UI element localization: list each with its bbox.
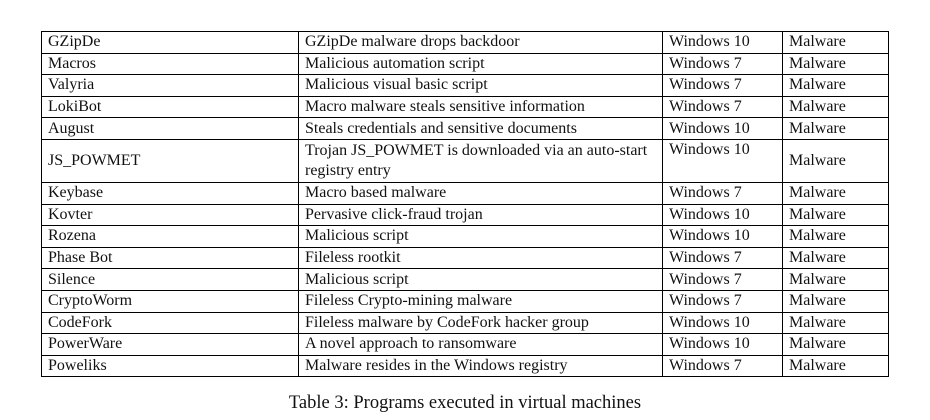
- type-cell: Malware: [782, 268, 889, 291]
- description-cell: Fileless malware by CodeFork hacker grou…: [298, 311, 663, 335]
- description-cell: Malicious visual basic script: [298, 74, 663, 97]
- program-name-cell: GZipDe: [41, 31, 299, 54]
- programs-table: GZipDe GZipDe malware drops backdoor Win…: [41, 31, 889, 378]
- os-cell: Windows 7: [662, 268, 783, 291]
- description-cell: Trojan JS_POWMET is downloaded via an au…: [298, 138, 663, 183]
- program-name-cell: Keybase: [41, 181, 299, 205]
- table-row: Rozena Malicious script Windows 10 Malwa…: [41, 225, 889, 248]
- os-cell: Windows 7: [662, 52, 783, 76]
- description-cell: GZipDe malware drops backdoor: [298, 31, 663, 54]
- os-cell: Windows 10: [662, 333, 783, 356]
- type-cell: Malware: [782, 31, 889, 54]
- description-cell: Macro based malware: [298, 181, 663, 205]
- table-row: GZipDe GZipDe malware drops backdoor Win…: [41, 31, 889, 54]
- table-row: PowerWare A novel approach to ransomware…: [41, 333, 889, 356]
- type-cell: Malware: [782, 52, 889, 76]
- os-cell: Windows 10: [662, 225, 783, 248]
- table-caption: Table 3: Programs executed in virtual ma…: [288, 393, 642, 413]
- type-cell: Malware: [782, 354, 889, 378]
- description-cell: Fileless Crypto-mining malware: [298, 289, 663, 313]
- program-name-cell: LokiBot: [41, 95, 299, 119]
- type-cell: Malware: [782, 246, 889, 270]
- program-name-cell: Phase Bot: [41, 246, 299, 270]
- description-cell: Macro malware steals sensitive informati…: [298, 95, 663, 119]
- os-cell: Windows 10: [662, 117, 783, 140]
- program-name-cell: Valyria: [41, 74, 299, 97]
- description-cell: Fileless rootkit: [298, 246, 663, 270]
- programs-table-body: GZipDe GZipDe malware drops backdoor Win…: [41, 31, 889, 378]
- table-row: CodeFork Fileless malware by CodeFork ha…: [41, 311, 889, 335]
- program-name-cell: Poweliks: [41, 354, 299, 378]
- type-cell: Malware: [782, 333, 889, 356]
- table-row: Phase Bot Fileless rootkit Windows 7 Mal…: [41, 246, 889, 270]
- os-cell: Windows 10: [662, 138, 783, 183]
- os-cell: Windows 7: [662, 181, 783, 205]
- type-cell: Malware: [782, 203, 889, 227]
- description-cell: Malicious automation script: [298, 52, 663, 76]
- type-cell: Malware: [782, 181, 889, 205]
- table-row: Keybase Macro based malware Windows 7 Ma…: [41, 181, 889, 205]
- type-cell: Malware: [782, 311, 889, 335]
- program-name-cell: JS_POWMET: [41, 138, 299, 183]
- table-row: CryptoWorm Fileless Crypto-mining malwar…: [41, 289, 889, 313]
- program-name-cell: Kovter: [41, 203, 299, 227]
- description-cell: Malicious script: [298, 225, 663, 248]
- description-cell: Malware resides in the Windows registry: [298, 354, 663, 378]
- table-row: Macros Malicious automation script Windo…: [41, 52, 889, 76]
- type-cell: Malware: [782, 74, 889, 97]
- table-row: LokiBot Macro malware steals sensitive i…: [41, 95, 889, 119]
- program-name-cell: Rozena: [41, 225, 299, 248]
- program-name-cell: PowerWare: [41, 333, 299, 356]
- os-cell: Windows 10: [662, 203, 783, 227]
- os-cell: Windows 10: [662, 311, 783, 335]
- program-name-cell: August: [41, 117, 299, 140]
- table-row: JS_POWMET Trojan JS_POWMET is downloaded…: [41, 138, 889, 183]
- program-name-cell: CodeFork: [41, 311, 299, 335]
- description-cell: A novel approach to ransomware: [298, 333, 663, 356]
- type-cell: Malware: [782, 225, 889, 248]
- description-cell: Malicious script: [298, 268, 663, 291]
- table-row: Poweliks Malware resides in the Windows …: [41, 354, 889, 378]
- type-cell: Malware: [782, 289, 889, 313]
- table-row: August Steals credentials and sensitive …: [41, 117, 889, 140]
- type-cell: Malware: [782, 95, 889, 119]
- program-name-cell: CryptoWorm: [41, 289, 299, 313]
- os-cell: Windows 7: [662, 95, 783, 119]
- table-row: Kovter Pervasive click-fraud trojan Wind…: [41, 203, 889, 227]
- description-cell: Steals credentials and sensitive documen…: [298, 117, 663, 140]
- type-cell: Malware: [782, 138, 889, 183]
- program-name-cell: Macros: [41, 52, 299, 76]
- os-cell: Windows 7: [662, 289, 783, 313]
- os-cell: Windows 7: [662, 74, 783, 97]
- os-cell: Windows 7: [662, 354, 783, 378]
- description-cell: Pervasive click-fraud trojan: [298, 203, 663, 227]
- program-name-cell: Silence: [41, 268, 299, 291]
- os-cell: Windows 7: [662, 246, 783, 270]
- table-row: Silence Malicious script Windows 7 Malwa…: [41, 268, 889, 291]
- table-row: Valyria Malicious visual basic script Wi…: [41, 74, 889, 97]
- os-cell: Windows 10: [662, 31, 783, 54]
- type-cell: Malware: [782, 117, 889, 140]
